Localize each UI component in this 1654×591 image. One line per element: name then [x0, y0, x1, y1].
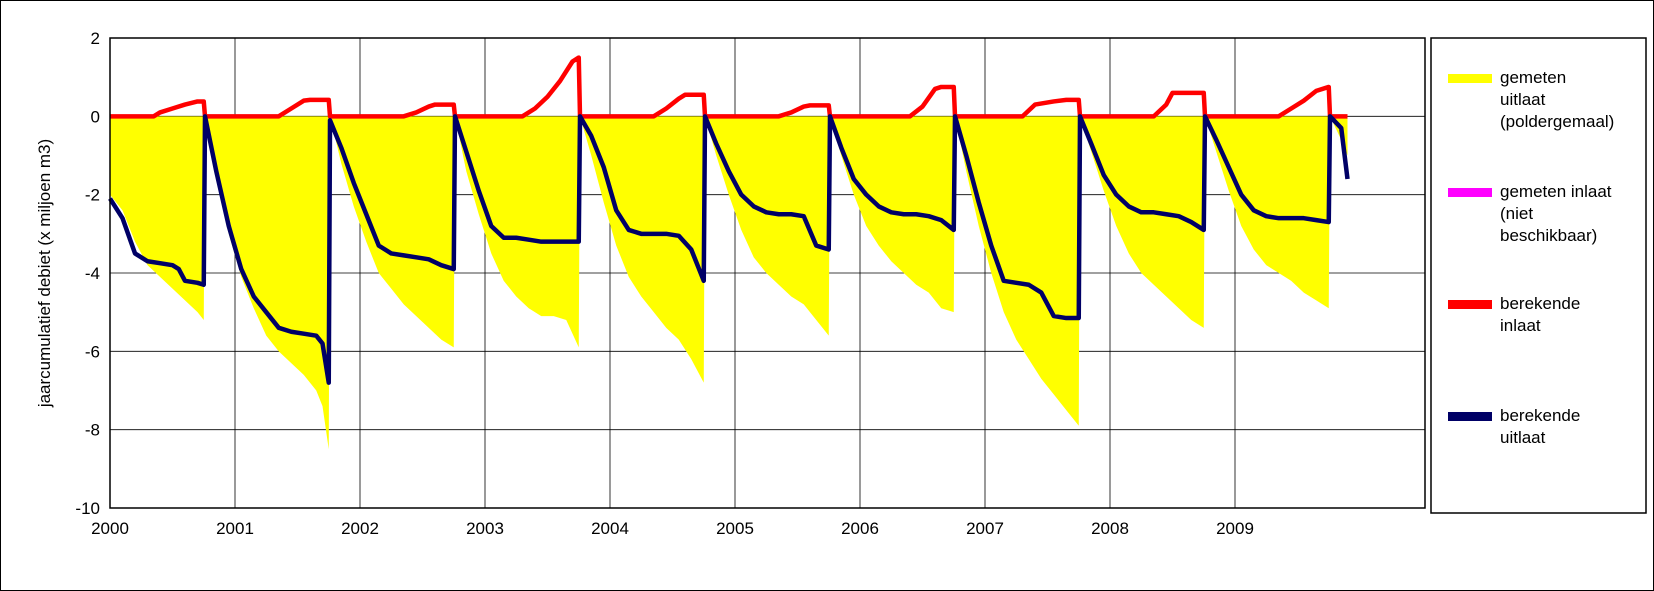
y-tick-label: -4: [85, 264, 100, 283]
x-tick-label: 2004: [591, 519, 629, 538]
y-tick-label: -6: [85, 342, 100, 361]
legend-swatch: [1448, 74, 1492, 83]
legend-label: uitlaat: [1500, 90, 1546, 109]
legend-swatch: [1448, 412, 1492, 421]
legend-swatch: [1448, 300, 1492, 309]
y-tick-label: -10: [75, 499, 100, 518]
legend-label: (poldergemaal): [1500, 112, 1614, 131]
legend: gemeten uitlaat (poldergemaal) gemeten inla…: [1430, 37, 1647, 514]
x-tick-label: 2003: [466, 519, 504, 538]
x-tick-label: 2001: [216, 519, 254, 538]
y-tick-label: 0: [91, 107, 100, 126]
x-tick-label: 2007: [966, 519, 1004, 538]
x-tick-label: 2002: [341, 519, 379, 538]
area-series-layer: [110, 116, 1348, 450]
area-series-gemeten-uitlaat: [110, 116, 1348, 450]
y-tick-label: -2: [85, 186, 100, 205]
x-tick-label: 2009: [1216, 519, 1254, 538]
line-series-berekende-uitlaat: [108, 114, 1350, 385]
plot-area: [108, 37, 1426, 509]
legend-label: berekende: [1500, 406, 1580, 425]
legend-label: beschikbaar): [1500, 226, 1597, 245]
plot-border: [109, 37, 1426, 509]
x-tick-label: 2008: [1091, 519, 1129, 538]
line-series-layer: [108, 55, 1350, 385]
y-axis-ticks: 2 0 -2 -4 -6 -8 -10: [75, 29, 100, 518]
line-series-berekende-inlaat: [110, 55, 1348, 119]
x-tick-label: 2000: [91, 519, 129, 538]
x-axis-ticks: 2000 2001 2002 2003 2004 2005 2006 2007 2008 2009: [91, 519, 1254, 538]
legend-label: inlaat: [1500, 316, 1541, 335]
legend-swatch: [1448, 188, 1492, 197]
legend-label: gemeten: [1500, 68, 1566, 87]
legend-label: berekende: [1500, 294, 1580, 313]
legend-label: uitlaat: [1500, 428, 1546, 447]
y-tick-label: 2: [91, 29, 100, 48]
x-tick-label: 2005: [716, 519, 754, 538]
y-tick-label: -8: [85, 421, 100, 440]
legend-box: [1430, 37, 1647, 514]
x-tick-label: 2006: [841, 519, 879, 538]
y-axis-title: jaarcumulatief debiet (x miljoen m3): [35, 139, 54, 408]
legend-label: gemeten inlaat: [1500, 182, 1612, 201]
legend-label: (niet: [1500, 204, 1533, 223]
